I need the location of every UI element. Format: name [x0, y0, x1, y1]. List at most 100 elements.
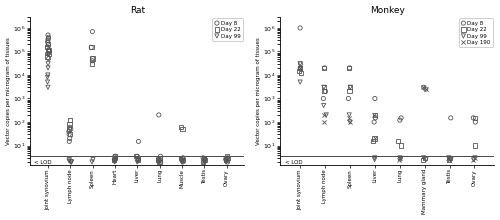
Day 8: [45, 48, 53, 51]
Day 22: [111, 154, 119, 158]
Day 8: [134, 154, 141, 158]
Day 8: [199, 156, 207, 160]
Day 190: [396, 156, 404, 160]
Day 22: [446, 156, 454, 160]
Day 99: [44, 73, 52, 77]
Day 22: [179, 158, 187, 161]
Day 22: [88, 57, 96, 60]
Day 8: [178, 158, 186, 161]
Day 22: [156, 160, 164, 164]
Day 8: [44, 57, 52, 60]
Legend: Day 8, Day 22, Day 99: Day 8, Day 22, Day 99: [212, 18, 243, 41]
Day 99: [44, 62, 52, 66]
Day 8: [88, 59, 96, 62]
Day 190: [346, 120, 354, 124]
Title: Rat: Rat: [130, 6, 145, 15]
Day 8: [179, 156, 187, 160]
Day 99: [88, 160, 96, 164]
Day 99: [133, 160, 141, 164]
Day 99: [445, 156, 453, 160]
Y-axis label: Vector copies per microgram of tissues: Vector copies per microgram of tissues: [256, 37, 260, 145]
Day 22: [371, 113, 379, 117]
Day 22: [45, 52, 53, 55]
Day 8: [134, 158, 142, 161]
Day 8: [65, 132, 73, 136]
Day 22: [199, 160, 207, 164]
Day 99: [222, 160, 230, 164]
Day 99: [177, 158, 185, 161]
Day 8: [296, 66, 304, 70]
Day 8: [156, 160, 164, 164]
Day 99: [134, 159, 142, 163]
Day 99: [420, 156, 428, 160]
Day 99: [200, 159, 207, 163]
Day 99: [154, 160, 162, 164]
Day 190: [320, 120, 328, 124]
Day 8: [44, 33, 52, 37]
Day 190: [422, 87, 430, 91]
Day 8: [372, 116, 380, 120]
Day 99: [111, 158, 119, 161]
Day 22: [134, 156, 142, 160]
Day 190: [296, 66, 304, 70]
Day 22: [43, 46, 51, 49]
Day 8: [155, 158, 163, 161]
Day 22: [472, 144, 480, 147]
Day 190: [320, 113, 328, 117]
Day 22: [296, 66, 304, 70]
Day 8: [66, 125, 74, 129]
Day 22: [88, 46, 96, 49]
Day 99: [179, 159, 187, 163]
Day 8: [344, 97, 352, 100]
Day 8: [322, 90, 330, 93]
Day 99: [320, 86, 328, 89]
Day 22: [44, 50, 52, 53]
Day 8: [65, 130, 73, 133]
Day 22: [45, 48, 53, 51]
Day 8: [396, 118, 404, 122]
Day 22: [370, 137, 378, 140]
Day 22: [397, 144, 405, 147]
Day 8: [370, 120, 378, 124]
Day 190: [370, 113, 378, 117]
Day 99: [422, 158, 430, 161]
Day 22: [110, 156, 118, 160]
Day 99: [470, 158, 478, 161]
Day 99: [447, 158, 455, 161]
Day 22: [66, 127, 74, 131]
Day 8: [134, 140, 142, 143]
Day 22: [201, 158, 209, 161]
Day 22: [420, 158, 428, 161]
Day 22: [320, 86, 328, 89]
Day 8: [66, 137, 74, 140]
Title: Monkey: Monkey: [370, 6, 404, 15]
Day 99: [396, 156, 404, 160]
Day 190: [420, 86, 428, 89]
Day 22: [222, 158, 230, 161]
Day 190: [344, 116, 352, 120]
Day 99: [346, 86, 354, 89]
Day 8: [45, 50, 53, 53]
Day 8: [224, 160, 232, 164]
Day 8: [88, 57, 96, 60]
Day 8: [346, 66, 354, 70]
Day 99: [200, 160, 208, 164]
Day 99: [44, 66, 52, 70]
Day 22: [346, 90, 354, 93]
Day 8: [397, 116, 405, 120]
Day 8: [44, 43, 52, 46]
Day 190: [444, 156, 452, 160]
Day 190: [395, 158, 403, 161]
Day 22: [66, 118, 74, 122]
Day 8: [88, 46, 96, 49]
Day 99: [68, 160, 76, 164]
Day 8: [320, 66, 328, 70]
Day 8: [296, 62, 304, 66]
Day 99: [68, 160, 76, 164]
Day 8: [44, 38, 52, 42]
Day 22: [298, 71, 306, 75]
Day 99: [200, 158, 208, 161]
Day 8: [224, 158, 232, 161]
Day 99: [65, 159, 73, 163]
Day 190: [445, 158, 453, 161]
